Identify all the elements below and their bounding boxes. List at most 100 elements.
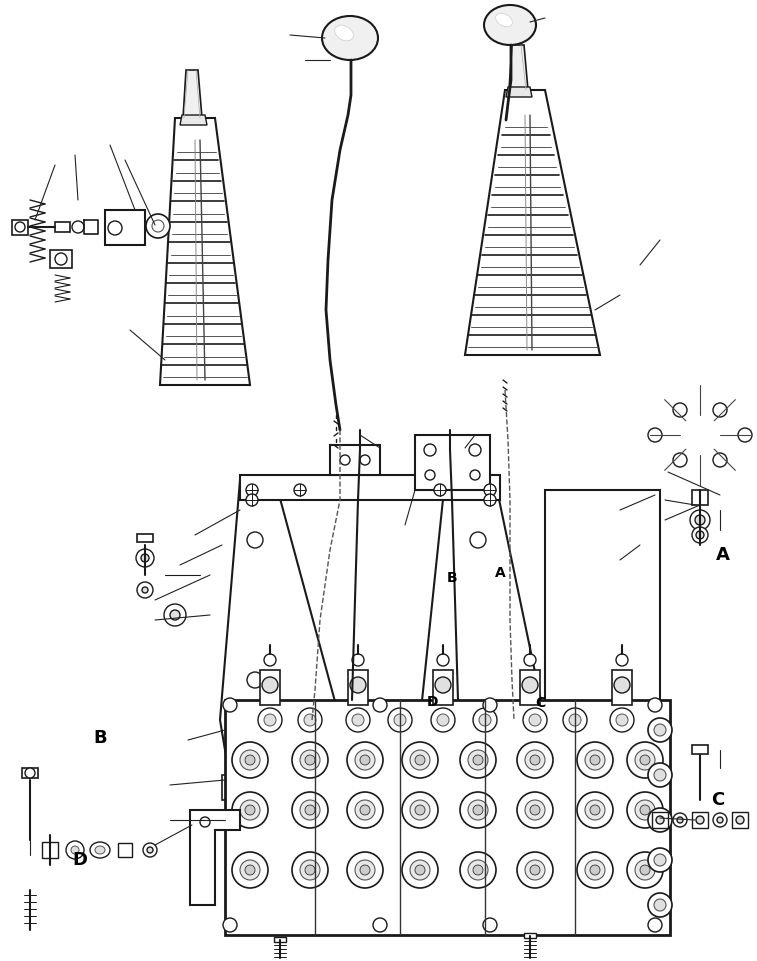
Ellipse shape [496, 13, 512, 27]
Circle shape [563, 708, 587, 732]
Circle shape [415, 865, 425, 875]
Circle shape [654, 814, 666, 826]
Circle shape [435, 677, 451, 693]
Circle shape [640, 755, 650, 765]
Polygon shape [330, 445, 380, 475]
Circle shape [245, 755, 255, 765]
Circle shape [141, 554, 149, 562]
Circle shape [479, 714, 491, 726]
Circle shape [300, 750, 320, 770]
Bar [260, 670, 280, 705]
Circle shape [245, 805, 255, 815]
Polygon shape [22, 768, 38, 778]
Circle shape [473, 755, 483, 765]
Circle shape [585, 750, 605, 770]
Ellipse shape [335, 25, 354, 41]
Polygon shape [12, 220, 28, 235]
Polygon shape [160, 118, 250, 385]
Circle shape [410, 750, 430, 770]
Polygon shape [105, 210, 145, 245]
Polygon shape [222, 775, 350, 800]
Bar [433, 670, 453, 705]
Circle shape [590, 865, 600, 875]
Circle shape [656, 816, 664, 824]
Circle shape [696, 531, 704, 539]
Circle shape [352, 714, 364, 726]
Polygon shape [50, 250, 72, 268]
Polygon shape [732, 812, 748, 828]
Circle shape [246, 484, 258, 496]
Circle shape [304, 714, 316, 726]
Circle shape [738, 428, 752, 442]
Circle shape [360, 865, 370, 875]
Circle shape [569, 714, 581, 726]
Circle shape [305, 865, 315, 875]
Polygon shape [524, 933, 536, 938]
Polygon shape [118, 843, 132, 857]
Circle shape [258, 708, 282, 732]
Polygon shape [692, 812, 708, 828]
Circle shape [648, 893, 672, 917]
Circle shape [677, 817, 683, 823]
Circle shape [529, 714, 541, 726]
Polygon shape [415, 435, 490, 490]
Circle shape [673, 813, 687, 827]
Circle shape [108, 221, 122, 235]
Circle shape [264, 714, 276, 726]
Circle shape [147, 847, 153, 853]
Circle shape [695, 515, 705, 525]
Ellipse shape [322, 16, 378, 60]
Polygon shape [692, 745, 708, 754]
Circle shape [648, 718, 672, 742]
Bar [225, 700, 670, 935]
Bar [520, 670, 540, 705]
Circle shape [25, 768, 35, 778]
Circle shape [473, 708, 497, 732]
Circle shape [530, 865, 540, 875]
Circle shape [692, 527, 708, 543]
Circle shape [530, 755, 540, 765]
Circle shape [66, 841, 84, 859]
Circle shape [223, 918, 237, 932]
Polygon shape [692, 490, 708, 505]
Circle shape [460, 852, 496, 888]
Text: A: A [494, 566, 506, 580]
Circle shape [415, 805, 425, 815]
Circle shape [635, 860, 655, 880]
Circle shape [517, 792, 553, 828]
Circle shape [713, 453, 727, 467]
Text: C: C [712, 791, 724, 809]
Circle shape [142, 587, 148, 593]
Circle shape [355, 750, 375, 770]
Circle shape [468, 750, 488, 770]
Polygon shape [506, 87, 532, 97]
Circle shape [610, 708, 634, 732]
Polygon shape [545, 490, 660, 760]
Circle shape [347, 792, 383, 828]
Circle shape [232, 792, 268, 828]
Circle shape [525, 860, 545, 880]
Circle shape [484, 494, 496, 506]
Circle shape [577, 742, 613, 778]
Circle shape [577, 852, 613, 888]
Circle shape [484, 484, 496, 496]
Text: D: D [73, 851, 88, 869]
Circle shape [402, 742, 438, 778]
Circle shape [340, 455, 350, 465]
Circle shape [360, 755, 370, 765]
Circle shape [424, 444, 436, 456]
Circle shape [71, 846, 79, 854]
Circle shape [523, 708, 547, 732]
Circle shape [232, 742, 268, 778]
Circle shape [200, 817, 210, 827]
Circle shape [483, 698, 497, 712]
Ellipse shape [90, 842, 110, 858]
Circle shape [240, 860, 260, 880]
Circle shape [713, 813, 727, 827]
Circle shape [483, 918, 497, 932]
Circle shape [524, 654, 536, 666]
Ellipse shape [152, 220, 164, 232]
Circle shape [347, 852, 383, 888]
Circle shape [247, 532, 263, 548]
Circle shape [298, 708, 322, 732]
